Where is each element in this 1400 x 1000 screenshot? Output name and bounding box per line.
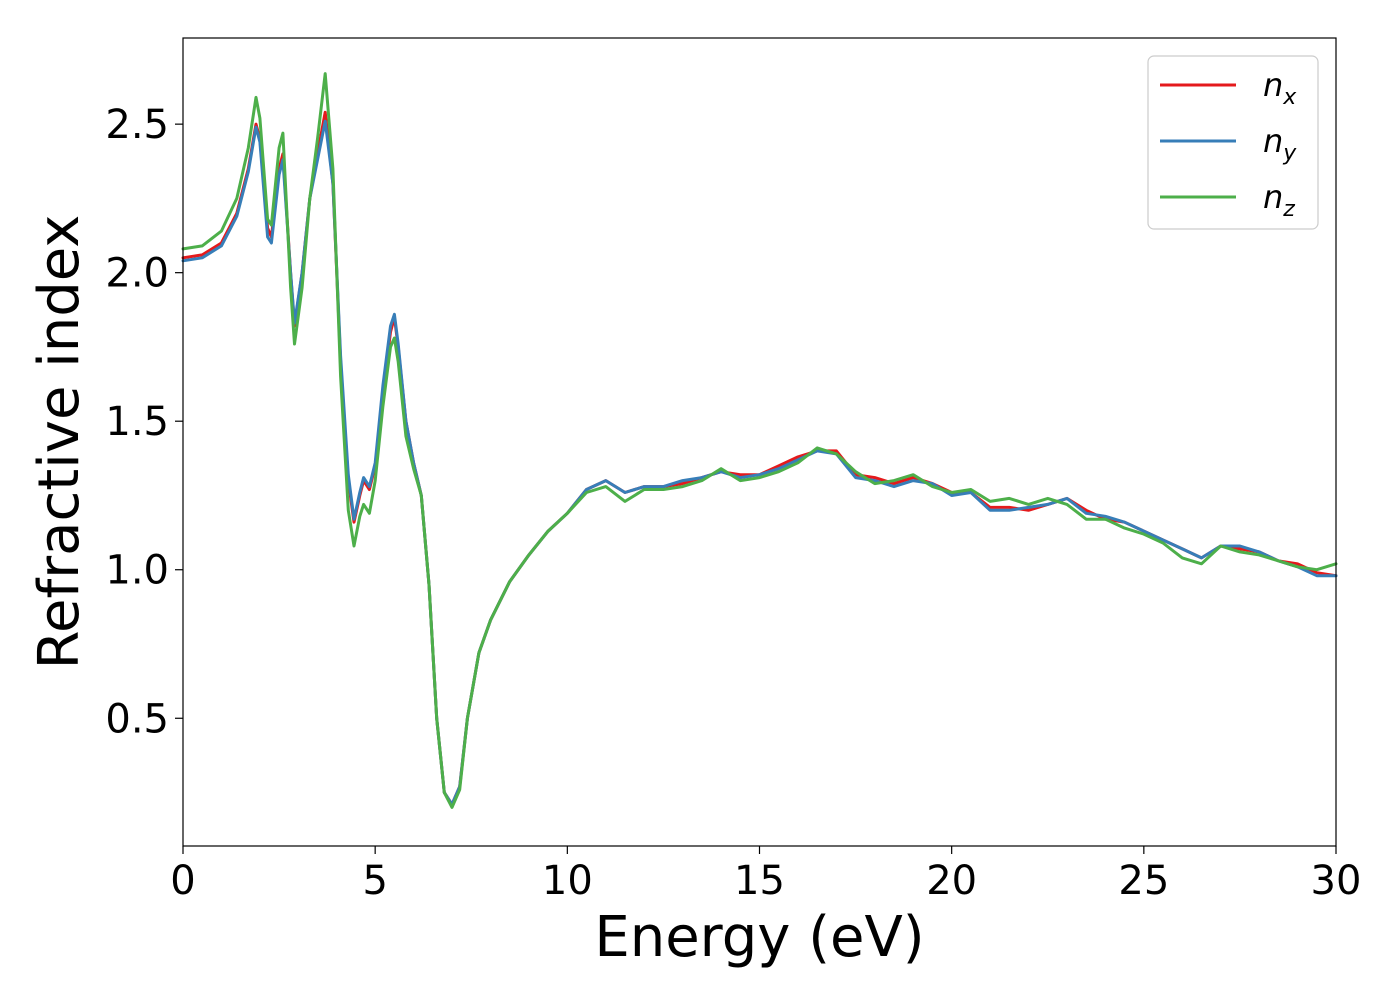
x-tick-label: 10 <box>542 858 593 904</box>
y-tick-label: 2.0 <box>105 251 169 297</box>
y-axis-ticks: 0.5 1.0 1.5 2.0 2.5 <box>105 102 183 742</box>
x-tick-label: 20 <box>926 858 977 904</box>
y-tick-label: 1.5 <box>105 399 169 445</box>
x-tick-label: 30 <box>1311 858 1362 904</box>
x-tick-label: 5 <box>362 858 387 904</box>
y-axis-label: Refractive index <box>27 215 92 670</box>
series-line-n-z <box>181 72 1338 809</box>
x-tick-label: 25 <box>1118 858 1169 904</box>
y-tick-label: 1.0 <box>105 548 169 594</box>
x-tick-label: 15 <box>734 858 785 904</box>
x-axis-ticks: 0 5 10 15 20 25 30 <box>170 846 1361 904</box>
series-lines <box>181 72 1338 809</box>
y-tick-label: 2.5 <box>105 102 169 148</box>
x-axis-label: Energy (eV) <box>594 905 924 970</box>
x-tick-label: 0 <box>170 858 195 904</box>
y-tick-label: 0.5 <box>105 696 169 742</box>
legend-label-x: nx <box>1263 66 1297 110</box>
